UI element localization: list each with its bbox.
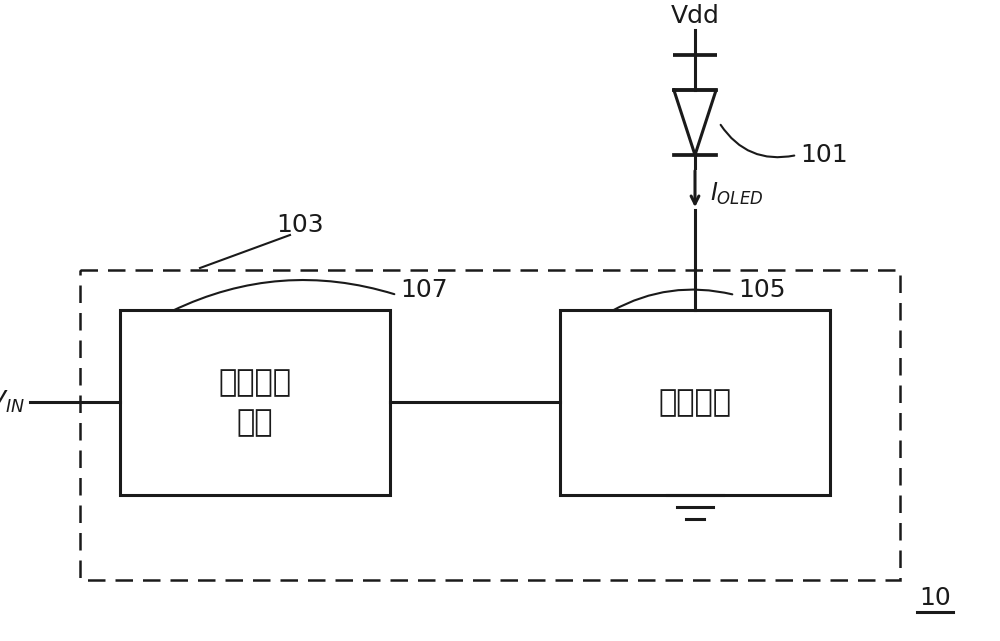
Bar <box>560 310 830 495</box>
Text: 107: 107 <box>400 278 448 302</box>
Text: Vdd: Vdd <box>671 4 719 28</box>
Text: 105: 105 <box>738 278 786 302</box>
Text: 101: 101 <box>800 143 848 167</box>
Text: $I_{OLED}$: $I_{OLED}$ <box>710 181 764 207</box>
Text: $V_{IN}$: $V_{IN}$ <box>0 389 25 415</box>
Text: 驱动单元: 驱动单元 <box>658 388 732 417</box>
Text: 10: 10 <box>919 586 951 610</box>
Bar <box>120 310 390 495</box>
Bar <box>80 270 900 580</box>
Text: 数据储存
单元: 数据储存 单元 <box>218 368 292 437</box>
Text: 103: 103 <box>276 213 324 237</box>
